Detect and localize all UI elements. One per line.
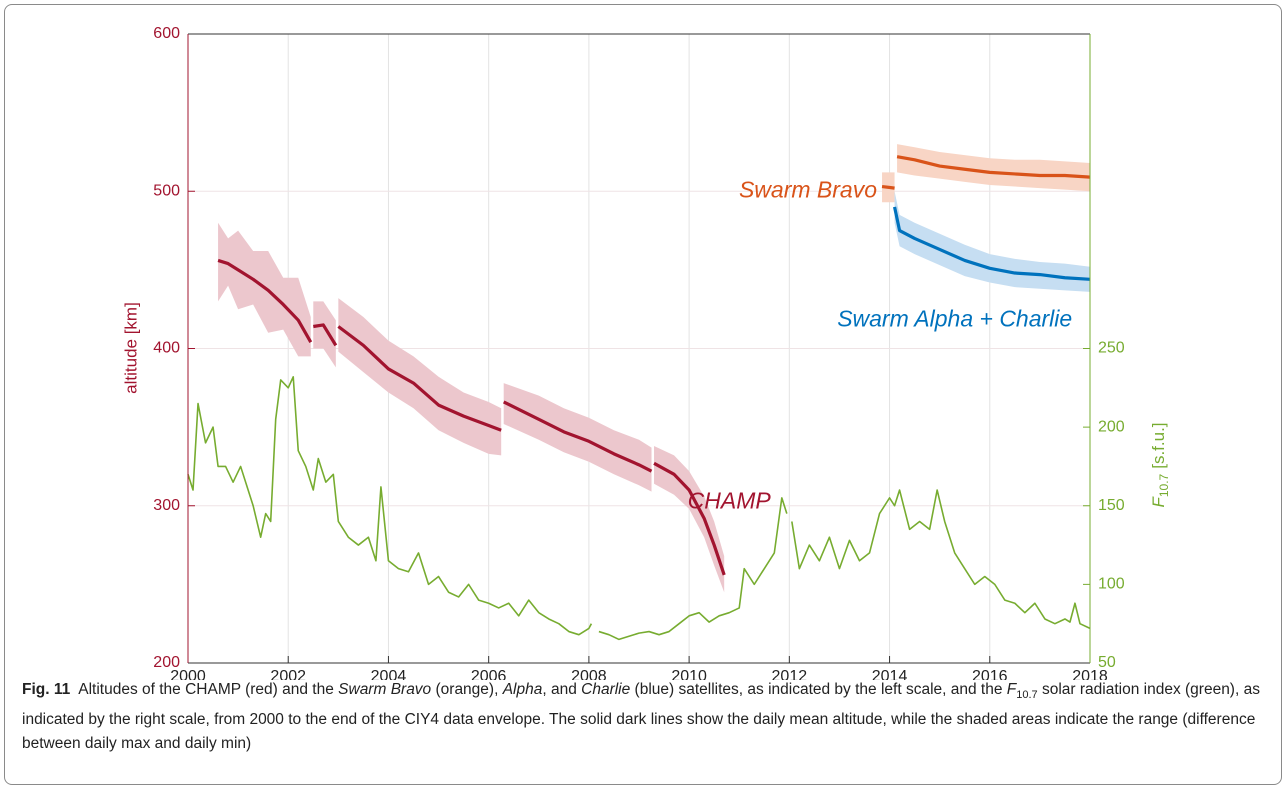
y-tick-label: 400 — [153, 340, 180, 357]
y-tick-label: 300 — [153, 497, 180, 514]
caption-text: Altitudes of the CHAMP (red) and the — [78, 681, 339, 698]
caption-text: (blue) satellites, as indicated by the l… — [630, 681, 1007, 698]
caption-text: Alpha — [502, 681, 543, 698]
y-axis-label: altitude [km] — [121, 302, 140, 394]
y2-tick-label: 50 — [1098, 654, 1116, 671]
series-label: CHAMP — [688, 488, 772, 514]
y2-tick-label: 250 — [1098, 340, 1125, 357]
x-tick-label: 2014 — [872, 668, 908, 680]
f107-line — [187, 376, 593, 636]
caption-label: Fig. 11 — [22, 681, 71, 698]
mean-line — [217, 258, 313, 344]
y-tick-label: 600 — [153, 25, 180, 42]
mean-line — [502, 400, 653, 473]
x-tick-label: 2010 — [671, 668, 707, 680]
mean-line — [313, 323, 338, 347]
y-tick-label: 500 — [153, 182, 180, 199]
x-tick-label: 2012 — [772, 668, 808, 680]
x-tick-label: 2018 — [1072, 668, 1108, 680]
range-band — [338, 298, 502, 456]
caption-text: 10.7 — [1016, 689, 1038, 702]
f107-line — [598, 497, 788, 641]
mean-line — [337, 325, 502, 432]
caption-text: (orange), — [431, 681, 503, 698]
mean-line — [896, 155, 1091, 179]
x-tick-label: 2006 — [471, 668, 507, 680]
y2-tick-label: 100 — [1098, 576, 1125, 593]
caption-text: F — [1006, 681, 1017, 698]
caption-text: Swarm Bravo — [338, 681, 432, 698]
x-tick-label: 2016 — [972, 668, 1008, 680]
caption-text: Charlie — [581, 681, 631, 698]
x-tick-label: 2002 — [270, 668, 306, 680]
f107-line — [791, 489, 1091, 630]
y2-tick-label: 200 — [1098, 418, 1125, 435]
chart: altitude [km] F10.7[s.f.u.] 2000 2002 2004… — [121, 25, 1171, 680]
range-band — [654, 445, 725, 593]
caption-text: , and — [542, 681, 582, 698]
y2-label-symbol: F — [1149, 496, 1168, 508]
y2-label-unit: [s.f.u.] — [1149, 422, 1168, 468]
caption: Fig. 11 Altitudes of the CHAMP (red) and … — [22, 678, 1270, 757]
x-tick-label: 2008 — [571, 668, 607, 680]
range-band — [894, 191, 1090, 292]
series-label: Swarm Alpha + Charlie — [837, 305, 1072, 331]
y2-tick-label: 150 — [1098, 497, 1125, 514]
y2-axis-label: F10.7 [s.f.u.] — [1149, 422, 1171, 507]
x-tick-label: 2000 — [170, 668, 206, 680]
x-tick-label: 2004 — [371, 668, 407, 680]
y2-label-subscript: 10.7 — [1157, 473, 1171, 497]
mean-line — [893, 206, 1091, 281]
figure-frame — [4, 4, 1282, 785]
mean-line — [881, 184, 895, 190]
y-tick-label: 200 — [153, 654, 180, 671]
series-label: Swarm Bravo — [739, 176, 877, 202]
mean-line — [653, 461, 726, 576]
caption-text: solar radiation index (green), as indica… — [22, 681, 1260, 753]
range-band — [897, 144, 1090, 192]
range-band — [313, 301, 336, 368]
